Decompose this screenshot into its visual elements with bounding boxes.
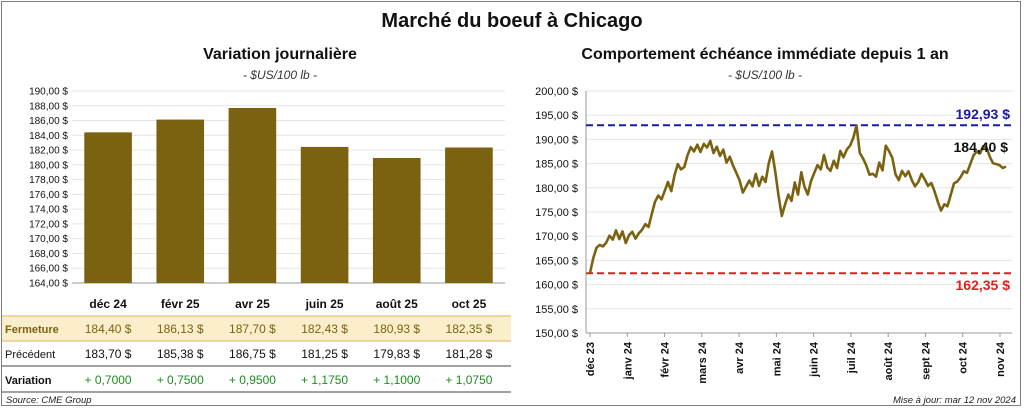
category-label: oct 25 — [452, 297, 487, 311]
right-panel-title: Comportement échéance immédiate depuis 1… — [581, 46, 949, 63]
daily-variation-bar-chart: Fermeture Précédent Variation 164,00 $16… — [2, 87, 511, 393]
close-row-background — [2, 316, 511, 341]
row-label-close: Fermeture — [5, 324, 59, 336]
close-value: 182,35 $ — [446, 322, 493, 336]
y-tick-label: 182,00 $ — [29, 146, 68, 157]
category-label: juin 25 — [305, 297, 344, 311]
y-tick-label: 170,00 $ — [29, 234, 68, 245]
source-note: Source: CME Group — [6, 395, 92, 406]
category-label: août 25 — [376, 297, 418, 311]
previous-value: 183,70 $ — [85, 347, 132, 361]
y-tick-label: 166,00 $ — [29, 264, 68, 275]
bar-1 — [156, 119, 205, 283]
row-label-previous: Précédent — [5, 349, 55, 361]
left-panel-title: Variation journalière — [203, 46, 357, 63]
bar-2 — [228, 107, 277, 283]
y-tick-label: 180,00 $ — [29, 160, 68, 171]
bar-4 — [372, 157, 421, 283]
change-value: + 1,1750 — [301, 373, 348, 387]
category-label: déc 24 — [89, 297, 127, 311]
previous-value: 186,75 $ — [229, 347, 276, 361]
bar-plot-area: 164,00 $ 166,00 $ 168,00 $ 170,00 $ 172,00 $… — [29, 87, 505, 290]
y-tick-label: 184,00 $ — [29, 131, 68, 142]
y-tick-label: 174,00 $ — [29, 205, 68, 216]
category-label: févr 25 — [161, 297, 200, 311]
y-tick-label: 190,00 $ — [29, 87, 68, 98]
y-tick-label: 172,00 $ — [29, 219, 68, 230]
y-tick-label: 164,00 $ — [29, 279, 68, 290]
y-tick-label: 176,00 $ — [29, 190, 68, 201]
change-value: + 0,9500 — [229, 373, 276, 387]
previous-value: 181,28 $ — [446, 347, 493, 361]
update-note: Mise à jour: mar 12 nov 2024 — [892, 395, 1016, 406]
change-value: + 1,0750 — [445, 373, 492, 387]
close-value: 182,43 $ — [301, 322, 348, 336]
main-title: Marché du boeuf à Chicago — [381, 10, 643, 32]
previous-value: 185,38 $ — [157, 347, 204, 361]
close-value: 184,40 $ — [85, 322, 132, 336]
bar-0 — [84, 132, 132, 283]
previous-value: 181,25 $ — [301, 347, 348, 361]
y-tick-label: 178,00 $ — [29, 175, 68, 186]
close-value: 186,13 $ — [157, 322, 204, 336]
y-tick-label: 186,00 $ — [29, 116, 68, 127]
y-tick-label: 168,00 $ — [29, 249, 68, 260]
category-label: avr 25 — [235, 297, 270, 311]
row-label-change: Variation — [5, 375, 52, 387]
bar-3 — [300, 146, 349, 283]
y-tick-label: 188,00 $ — [29, 101, 68, 112]
close-value: 187,70 $ — [229, 322, 276, 336]
bar-5 — [445, 147, 493, 283]
close-value: 180,93 $ — [373, 322, 420, 336]
left-panel-subtitle: - $US/100 lb - — [242, 68, 318, 82]
right-panel-subtitle: - $US/100 lb - — [727, 68, 803, 82]
contract-table: déc 24 184,40 $ 183,70 $ + 0,7000 févr 25 186… — [85, 297, 493, 387]
previous-value: 179,83 $ — [373, 347, 420, 361]
change-value: + 0,7000 — [85, 373, 132, 387]
change-value: + 0,7500 — [157, 373, 204, 387]
change-value: + 1,1000 — [373, 373, 420, 387]
